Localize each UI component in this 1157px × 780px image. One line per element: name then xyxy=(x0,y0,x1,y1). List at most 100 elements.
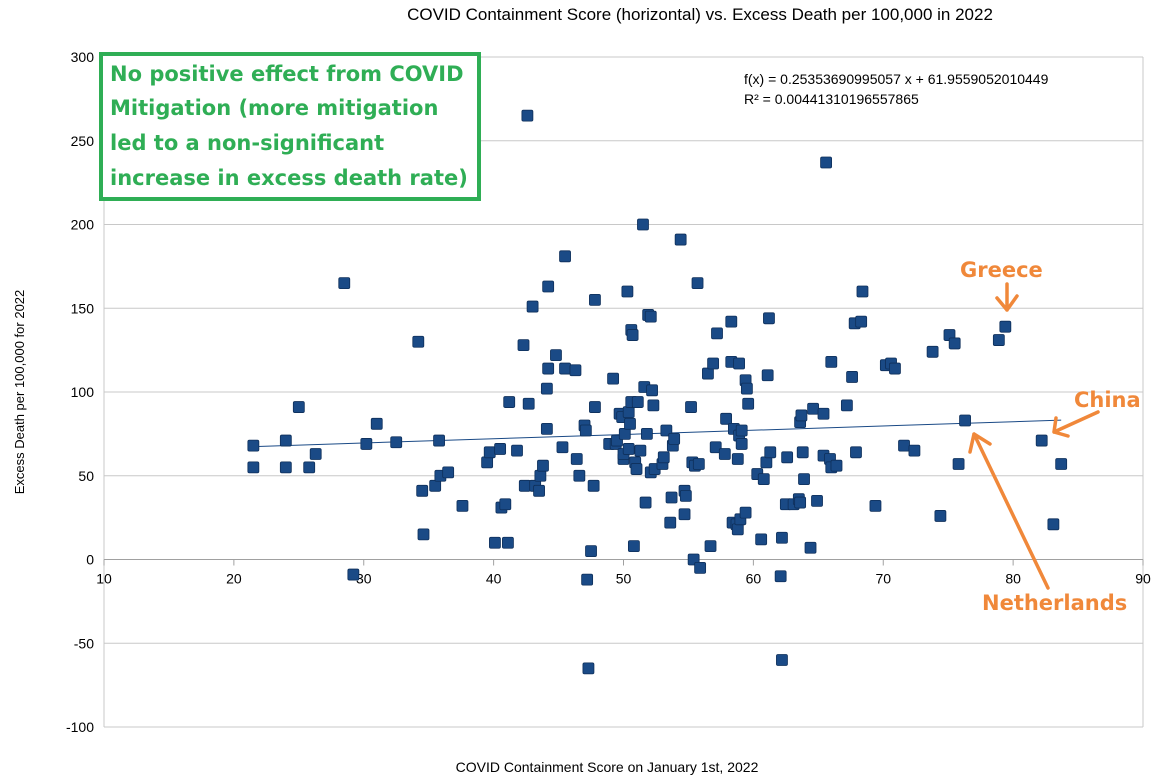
data-point xyxy=(627,540,640,552)
y-tick-label: 50 xyxy=(78,468,94,484)
data-point xyxy=(825,355,838,368)
data-point xyxy=(742,397,755,410)
greece-label: Greece xyxy=(960,258,1043,282)
data-point xyxy=(733,357,745,370)
y-tick-label: 250 xyxy=(71,133,95,149)
data-point xyxy=(731,453,744,465)
data-point xyxy=(934,510,947,522)
data-point xyxy=(517,339,530,352)
trendline xyxy=(253,419,1062,448)
note-line-3: led to a non-significant xyxy=(110,131,384,155)
data-point xyxy=(664,516,677,529)
y-tick-label: 300 xyxy=(71,49,95,65)
data-point xyxy=(570,453,583,465)
chart-title: COVID Containment Score (horizontal) vs.… xyxy=(407,5,993,24)
data-point xyxy=(796,446,809,459)
data-point xyxy=(622,443,635,455)
data-point xyxy=(804,541,817,554)
greece-arrow xyxy=(995,282,1019,312)
y-axis-label: Excess Death per 100,000 for 2022 xyxy=(12,290,27,495)
data-point xyxy=(522,397,535,410)
data-point xyxy=(481,456,494,469)
data-point xyxy=(621,285,634,298)
y-tick-label: -50 xyxy=(74,635,94,651)
data-point xyxy=(499,498,512,511)
data-point xyxy=(685,401,697,413)
data-point xyxy=(952,458,965,470)
netherlands-label: Netherlands xyxy=(982,591,1127,615)
data-point xyxy=(646,384,658,397)
data-point xyxy=(537,459,549,472)
data-point xyxy=(587,479,600,492)
note-box: No positive effect from COVID Mitigation… xyxy=(99,52,481,201)
data-point xyxy=(1055,458,1068,470)
data-point xyxy=(647,399,660,412)
data-point xyxy=(559,362,571,375)
data-point xyxy=(704,540,717,552)
data-point xyxy=(668,432,681,445)
data-point xyxy=(735,424,748,437)
y-tick-label: 100 xyxy=(71,384,95,400)
data-point xyxy=(534,469,547,482)
data-point xyxy=(795,409,808,422)
x-tick-label: 20 xyxy=(226,571,242,587)
data-point xyxy=(817,407,830,420)
data-point xyxy=(702,367,714,380)
data-point xyxy=(639,496,652,509)
data-point xyxy=(820,156,833,169)
data-point xyxy=(678,508,691,521)
data-point xyxy=(292,401,305,413)
data-point xyxy=(585,545,597,558)
china-arrow xyxy=(1052,410,1100,438)
data-point xyxy=(526,300,539,313)
data-point xyxy=(503,396,516,408)
data-point xyxy=(347,568,360,581)
x-tick-label: 10 xyxy=(96,571,112,587)
data-point xyxy=(761,369,774,382)
data-point xyxy=(691,277,704,290)
data-point xyxy=(776,531,788,544)
x-tick-label: 30 xyxy=(356,571,372,587)
data-point xyxy=(624,417,636,430)
data-point xyxy=(360,438,373,450)
data-point xyxy=(850,446,862,459)
data-point xyxy=(494,443,507,455)
china-label: China xyxy=(1074,388,1141,412)
data-point xyxy=(694,561,707,574)
data-point xyxy=(309,448,322,460)
note-line-2: Mitigation (more mitigation xyxy=(110,96,438,120)
data-point xyxy=(540,422,553,435)
data-point xyxy=(889,362,901,375)
data-point xyxy=(589,293,601,306)
data-point xyxy=(959,414,971,427)
data-point xyxy=(618,427,631,440)
data-point xyxy=(1035,434,1048,447)
data-point xyxy=(811,494,823,507)
data-point xyxy=(948,337,961,350)
data-point xyxy=(279,434,292,447)
data-point xyxy=(390,436,403,449)
y-tick-label: 0 xyxy=(86,552,94,568)
data-point xyxy=(303,461,316,474)
data-point xyxy=(692,458,705,470)
data-point xyxy=(830,459,843,472)
data-point xyxy=(542,280,555,293)
trendline-equation: f(x) = 0.25353690995057 x + 61.955905201… xyxy=(744,71,1049,87)
data-point xyxy=(926,345,939,358)
data-point xyxy=(657,451,670,464)
data-point xyxy=(579,424,592,437)
data-point xyxy=(798,473,810,486)
data-point xyxy=(502,536,514,549)
data-point xyxy=(622,406,635,419)
y-tick-labels: -100 -50 0 50 100 150 200 250 300 xyxy=(66,49,94,735)
data-point xyxy=(999,320,1012,333)
x-tick-labels: 10 20 30 40 50 60 70 80 90 xyxy=(96,571,1151,587)
x-tick-label: 70 xyxy=(875,571,891,587)
data-point xyxy=(855,315,868,328)
data-point xyxy=(631,396,644,408)
data-point xyxy=(711,327,723,340)
data-point xyxy=(540,382,553,395)
data-point xyxy=(433,434,445,447)
data-point xyxy=(442,466,455,479)
